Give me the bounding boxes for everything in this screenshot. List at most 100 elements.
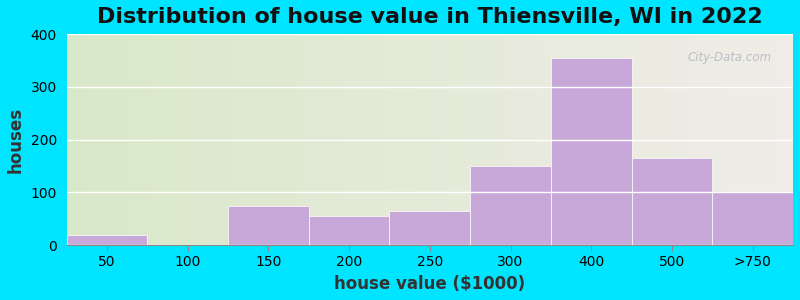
Bar	[338, 34, 340, 245]
Bar	[667, 34, 670, 245]
Bar	[161, 34, 163, 245]
Bar	[377, 34, 379, 245]
Bar	[382, 34, 384, 245]
Bar	[410, 34, 413, 245]
Bar	[394, 34, 396, 245]
Bar	[243, 34, 246, 245]
Bar	[648, 34, 650, 245]
Bar	[490, 34, 493, 245]
Bar	[265, 34, 267, 245]
Bar	[587, 34, 590, 245]
Bar	[684, 34, 686, 245]
Bar	[83, 34, 86, 245]
Bar	[76, 34, 78, 245]
Bar	[686, 34, 689, 245]
Bar	[386, 34, 389, 245]
Bar	[708, 34, 710, 245]
Bar	[267, 34, 270, 245]
Bar	[166, 34, 168, 245]
Bar	[655, 34, 658, 245]
Bar	[723, 34, 726, 245]
Bar	[190, 34, 193, 245]
Bar	[228, 206, 309, 245]
Bar	[69, 34, 71, 245]
Bar	[551, 58, 632, 245]
Bar	[210, 34, 212, 245]
Bar	[415, 34, 418, 245]
Bar	[287, 34, 290, 245]
Bar	[561, 34, 563, 245]
Bar	[316, 34, 318, 245]
Bar	[735, 34, 738, 245]
Bar	[427, 34, 430, 245]
Bar	[214, 34, 217, 245]
Bar	[258, 34, 260, 245]
Bar	[275, 34, 278, 245]
Bar	[231, 34, 234, 245]
Bar	[175, 34, 178, 245]
Bar	[524, 34, 526, 245]
Bar	[352, 34, 354, 245]
Bar	[335, 34, 338, 245]
Bar	[766, 34, 769, 245]
Bar	[292, 34, 294, 245]
Bar	[590, 34, 592, 245]
Bar	[738, 34, 740, 245]
Bar	[96, 34, 98, 245]
Bar	[396, 34, 398, 245]
Bar	[556, 34, 558, 245]
Bar	[674, 34, 677, 245]
Bar	[519, 34, 522, 245]
Bar	[578, 34, 580, 245]
Bar	[222, 34, 224, 245]
Bar	[585, 34, 587, 245]
Bar	[611, 34, 614, 245]
Bar	[713, 34, 715, 245]
Bar	[137, 34, 139, 245]
Bar	[262, 34, 265, 245]
Bar	[108, 34, 110, 245]
Bar	[125, 34, 127, 245]
Bar	[677, 34, 679, 245]
Bar	[290, 34, 292, 245]
Bar	[98, 34, 101, 245]
Bar	[154, 34, 156, 245]
Bar	[282, 34, 285, 245]
Bar	[464, 34, 466, 245]
Bar	[462, 34, 464, 245]
Bar	[483, 34, 486, 245]
Bar	[502, 34, 505, 245]
Bar	[309, 216, 390, 245]
Bar	[476, 34, 478, 245]
Bar	[759, 34, 762, 245]
Bar	[573, 34, 575, 245]
Bar	[236, 34, 238, 245]
Bar	[163, 34, 166, 245]
Bar	[526, 34, 529, 245]
Bar	[113, 34, 115, 245]
Bar	[207, 34, 210, 245]
Bar	[606, 34, 609, 245]
Bar	[314, 34, 316, 245]
Bar	[408, 34, 410, 245]
Bar	[638, 34, 641, 245]
Bar	[88, 34, 91, 245]
Bar	[466, 34, 469, 245]
Bar	[457, 34, 459, 245]
Bar	[478, 34, 481, 245]
Bar	[771, 34, 774, 245]
Bar	[776, 34, 778, 245]
Bar	[471, 34, 474, 245]
Bar	[703, 34, 706, 245]
Bar	[580, 34, 582, 245]
Bar	[278, 34, 280, 245]
Bar	[672, 34, 674, 245]
Bar	[609, 34, 611, 245]
Bar	[200, 34, 202, 245]
Bar	[420, 34, 422, 245]
Bar	[594, 34, 597, 245]
Bar	[173, 34, 175, 245]
Bar	[246, 34, 248, 245]
Bar	[444, 34, 446, 245]
Bar	[470, 166, 551, 245]
